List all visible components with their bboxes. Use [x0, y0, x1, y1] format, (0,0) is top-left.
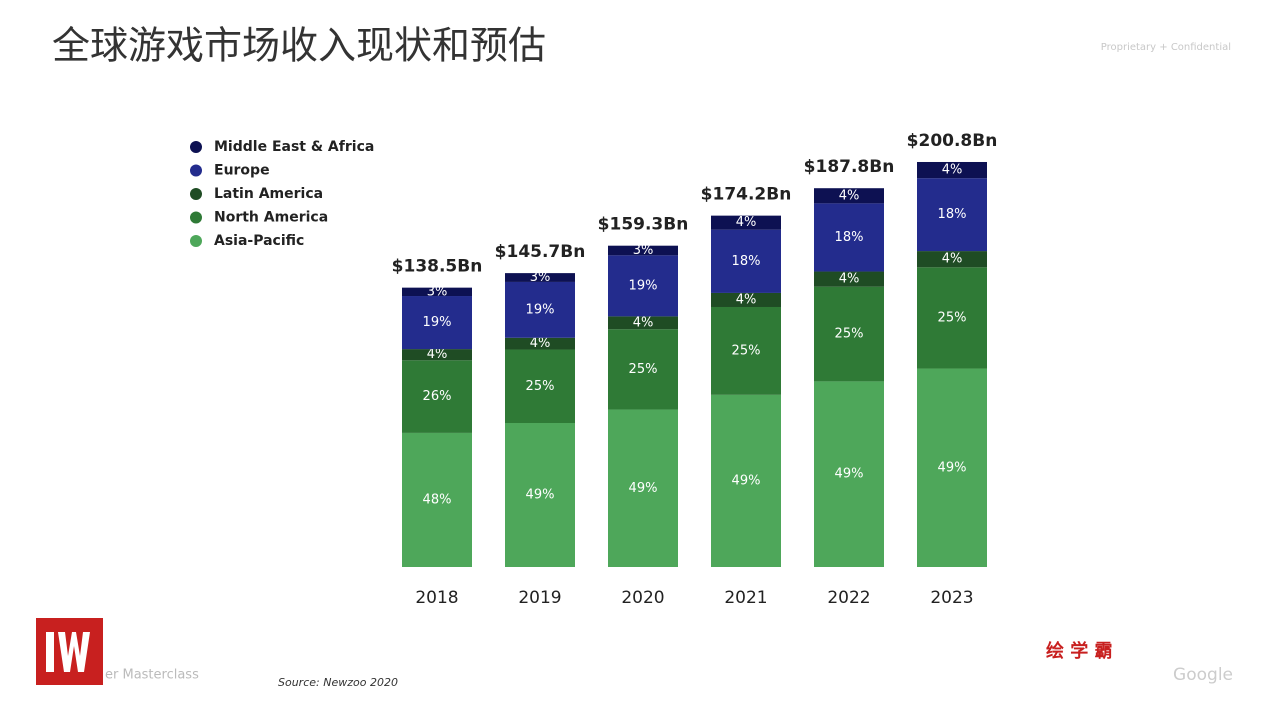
bar-segment: [814, 381, 884, 567]
legend-label: Latin America: [214, 186, 323, 202]
bar-segment: [608, 255, 678, 317]
footer-text: er Masterclass: [105, 668, 199, 683]
segment-label: 3%: [530, 270, 551, 285]
bar-segment: [608, 316, 678, 330]
bar-segment: [711, 394, 781, 567]
x-tick-label: 2021: [724, 588, 767, 608]
x-tick-label: 2022: [827, 588, 870, 608]
segment-label: 3%: [633, 243, 654, 258]
bar-segment: [814, 271, 884, 287]
bar-segment: [814, 188, 884, 204]
legend-marker: [190, 188, 202, 200]
source-note: Source: Newzoo 2020: [278, 676, 398, 689]
bar-segment: [814, 286, 884, 382]
segment-label: 19%: [526, 302, 555, 317]
bar-segment: [917, 178, 987, 252]
segment-label: 18%: [835, 230, 864, 245]
bar-segment: [917, 251, 987, 268]
bar-segment: [505, 423, 575, 567]
total-label: $138.5Bn: [392, 257, 483, 277]
chart: 48% 26% 4% 19% 3% $138.5Bn 2018 49% 25% 4% 19% 3% $1…: [190, 131, 997, 608]
total-label: $174.2Bn: [701, 185, 792, 205]
segment-label: 4%: [942, 252, 963, 267]
bar-segment: [402, 432, 472, 567]
bar-segment: [608, 409, 678, 567]
segment-label: 25%: [732, 343, 761, 358]
total-label: $187.8Bn: [804, 157, 895, 177]
total-label: $145.7Bn: [495, 242, 586, 262]
segment-label: 18%: [732, 254, 761, 269]
segment-label: 25%: [938, 310, 967, 325]
bar-segment: [402, 287, 472, 297]
segment-label: 49%: [835, 467, 864, 482]
segment-label: 4%: [839, 272, 860, 287]
segment-label: 4%: [633, 315, 654, 330]
segment-label: 25%: [526, 379, 555, 394]
segment-label: 4%: [427, 347, 448, 362]
x-tick-label: 2020: [621, 588, 664, 608]
segment-label: 49%: [526, 488, 555, 503]
legend-label: Middle East & Africa: [214, 139, 374, 155]
bar-segment: [814, 203, 884, 272]
total-label: $200.8Bn: [907, 131, 998, 151]
x-tick-label: 2019: [518, 588, 561, 608]
bar-segment: [505, 273, 575, 282]
segment-label: 19%: [629, 278, 658, 293]
x-tick-label: 2023: [930, 588, 973, 608]
segment-label: 19%: [423, 315, 452, 330]
bar-segment: [711, 229, 781, 293]
segment-label: 4%: [736, 292, 757, 307]
bar-segment: [505, 281, 575, 338]
segment-label: 4%: [839, 188, 860, 203]
legend-label: North America: [214, 210, 328, 226]
logo: [36, 618, 103, 685]
segment-label: 49%: [732, 473, 761, 488]
slide-title: 全球游戏市场收入现状和预估: [52, 24, 546, 68]
bar-segment: [402, 360, 472, 433]
bar-segment: [402, 349, 472, 361]
segment-label: 4%: [530, 336, 551, 351]
segment-label: 25%: [835, 327, 864, 342]
bar-segment: [505, 349, 575, 424]
confidential-note: Proprietary + Confidential: [1101, 42, 1231, 53]
legend-marker: [190, 211, 202, 224]
x-tick-label: 2018: [415, 588, 458, 608]
brand: Google: [1173, 665, 1233, 685]
legend-marker: [190, 164, 202, 177]
legend-label: Europe: [214, 163, 270, 179]
bar-segment: [402, 296, 472, 350]
segment-label: 3%: [427, 284, 448, 299]
segment-label: 49%: [629, 481, 658, 496]
segment-label: 25%: [629, 362, 658, 377]
watermark: 绘 学 霸: [1046, 640, 1113, 662]
segment-label: 4%: [942, 163, 963, 178]
segment-label: 18%: [938, 207, 967, 222]
legend-marker: [190, 235, 202, 247]
bar-segment: [608, 245, 678, 256]
bar-segment: [917, 161, 987, 179]
bar-segment: [711, 215, 781, 230]
bar-segment: [917, 267, 987, 369]
legend-marker: [190, 141, 202, 153]
bar-segment: [505, 337, 575, 350]
bar-segment: [711, 292, 781, 307]
logo-mark: [46, 632, 90, 672]
bar-segment: [608, 329, 678, 410]
bar-segment: [711, 306, 781, 395]
segment-label: 26%: [423, 389, 452, 404]
segment-label: 49%: [938, 460, 967, 475]
total-label: $159.3Bn: [598, 215, 689, 235]
segment-label: 48%: [423, 492, 452, 507]
segment-label: 4%: [736, 215, 757, 230]
bar-segment: [917, 368, 987, 567]
legend-label: Asia-Pacific: [214, 233, 304, 249]
